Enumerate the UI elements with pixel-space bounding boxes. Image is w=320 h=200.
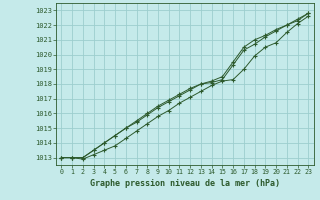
- X-axis label: Graphe pression niveau de la mer (hPa): Graphe pression niveau de la mer (hPa): [90, 179, 280, 188]
